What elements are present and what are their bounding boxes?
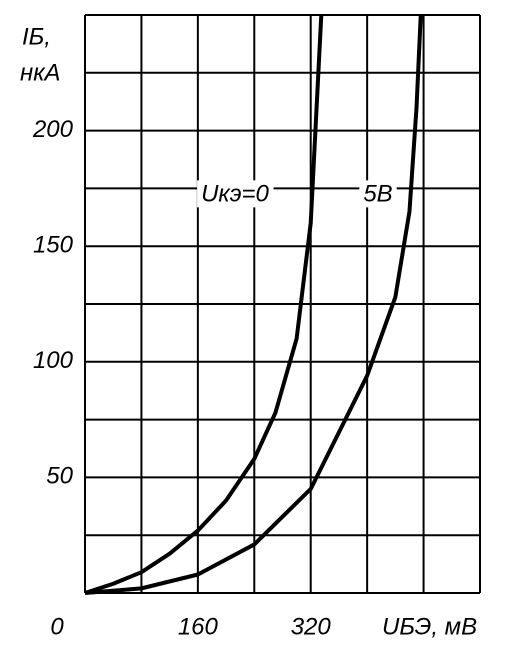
y-tick-label: 150 <box>33 232 74 259</box>
line-series <box>84 14 324 595</box>
line-series <box>84 14 423 595</box>
x-tick-label: 320 <box>291 613 332 640</box>
series-label: 5В <box>363 180 392 207</box>
series-label: Uкэ=0 <box>201 180 269 207</box>
y-tick-label: 50 <box>46 463 73 490</box>
x-axis-label: UБЭ, мВ <box>382 613 477 640</box>
label-background <box>359 180 397 208</box>
y-tick-label: 100 <box>33 347 74 374</box>
y-tick-label: 200 <box>32 116 74 143</box>
x-tick-label: 160 <box>178 613 219 640</box>
y-axis-label: IБ, <box>22 23 51 50</box>
label-background <box>197 180 274 208</box>
x-tick-label: 0 <box>50 613 64 640</box>
y-axis-unit: нкА <box>20 59 61 86</box>
